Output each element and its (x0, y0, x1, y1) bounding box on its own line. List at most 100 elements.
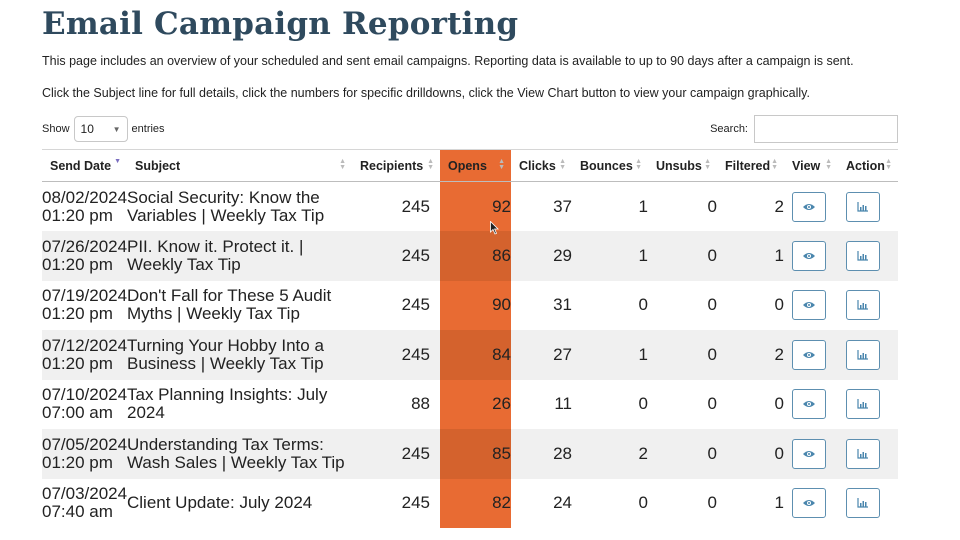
col-recipients[interactable]: Recipients ▲ ▼ (352, 149, 440, 182)
view-chart-button[interactable] (846, 339, 880, 370)
clicks-count[interactable]: 24 (553, 493, 572, 513)
filtered-count[interactable]: 2 (717, 330, 784, 380)
view-cell (784, 182, 838, 232)
clicks-count[interactable]: 31 (553, 295, 572, 315)
subject-link[interactable]: Turning Your Hobby Into a Business | Wee… (127, 330, 352, 380)
col-bounces[interactable]: Bounces ▲ ▼ (572, 149, 648, 182)
unsubs-count[interactable]: 0 (648, 330, 717, 380)
recipients-count[interactable]: 245 (401, 295, 430, 315)
view-cell (784, 479, 838, 529)
clicks-count[interactable]: 29 (511, 231, 572, 281)
bounces-count[interactable]: 0 (638, 394, 648, 414)
view-chart-button[interactable] (846, 290, 880, 321)
send-date: 07/05/2024 (42, 434, 128, 454)
col-unsubs[interactable]: Unsubs ▲ ▼ (648, 149, 717, 182)
filtered-count[interactable]: 0 (774, 394, 784, 414)
unsubs-count[interactable]: 0 (707, 493, 717, 513)
subject-link[interactable]: Understanding Tax Terms: Wash Sales | We… (127, 429, 352, 479)
view-chart-button[interactable] (846, 438, 880, 469)
filtered-count[interactable]: 1 (774, 493, 784, 513)
subject-link[interactable]: Tax Planning Insights: July 2024 (127, 385, 328, 423)
recipients-count[interactable]: 245 (352, 429, 440, 479)
view-chart-button[interactable] (846, 389, 880, 420)
action-cell (838, 231, 898, 281)
send-date-cell: 07/03/2024 07:40 am (42, 479, 127, 529)
view-chart-button[interactable] (846, 240, 880, 271)
eye-icon (802, 444, 816, 464)
opens-count[interactable]: 85 (440, 429, 511, 479)
subject-link[interactable]: PII. Know it. Protect it. | Weekly Tax T… (127, 231, 352, 281)
col-filtered[interactable]: Filtered ▲ ▼ (717, 149, 784, 182)
search-control: Search: (710, 115, 898, 143)
col-view[interactable]: View ▲ ▼ (784, 149, 838, 182)
filtered-count[interactable]: 2 (774, 196, 784, 216)
col-clicks[interactable]: Clicks ▲ ▼ (511, 149, 572, 182)
opens-count[interactable]: 84 (440, 330, 511, 380)
action-cell (838, 380, 898, 430)
unsubs-count[interactable]: 0 (648, 429, 717, 479)
filtered-count[interactable]: 1 (717, 231, 784, 281)
sort-icon: ▲ ▼ (559, 158, 566, 171)
eye-icon (802, 246, 816, 266)
recipients-count[interactable]: 245 (401, 493, 430, 513)
sort-icon: ▲ ▼ (771, 158, 778, 171)
view-button[interactable] (792, 240, 826, 271)
sort-desc-icon: ▼ (114, 158, 121, 165)
recipients-count[interactable]: 245 (352, 330, 440, 380)
recipients-count[interactable]: 88 (411, 394, 430, 414)
opens-count[interactable]: 82 (440, 478, 511, 528)
unsubs-count[interactable]: 0 (707, 196, 717, 216)
view-button[interactable] (792, 488, 826, 519)
send-date: 07/26/2024 (42, 236, 128, 256)
clicks-count[interactable]: 27 (511, 330, 572, 380)
mouse-cursor-icon (490, 221, 499, 235)
view-button[interactable] (792, 438, 826, 469)
opens-count[interactable]: 86 (440, 231, 511, 281)
send-time: 01:20 pm (42, 205, 113, 225)
recipients-count[interactable]: 245 (352, 231, 440, 281)
bounces-count[interactable]: 2 (572, 429, 648, 479)
sort-icon: ▲ ▼ (339, 158, 346, 171)
send-date-cell: 07/26/2024 01:20 pm (42, 231, 127, 281)
filtered-count[interactable]: 0 (717, 429, 784, 479)
recipients-count[interactable]: 245 (401, 196, 430, 216)
unsubs-count[interactable]: 0 (648, 231, 717, 281)
view-chart-button[interactable] (846, 488, 880, 519)
clicks-count[interactable]: 37 (553, 196, 572, 216)
opens-count[interactable]: 26 (440, 379, 511, 429)
table-row: 07/10/2024 07:00 am Tax Planning Insights:… (42, 379, 898, 430)
intro-text: This page includes an overview of your s… (42, 54, 854, 68)
send-date: 07/12/2024 (42, 335, 128, 355)
view-button[interactable] (792, 389, 826, 420)
view-button[interactable] (792, 191, 826, 222)
bounces-count[interactable]: 0 (638, 493, 648, 513)
col-send-date[interactable]: Send Date ▼ (42, 149, 127, 182)
unsubs-count[interactable]: 0 (707, 295, 717, 315)
send-date: 07/10/2024 (42, 385, 128, 405)
bounces-count[interactable]: 0 (638, 295, 648, 315)
subject-link[interactable]: Don't Fall for These 5 Audit Myths | Wee… (127, 286, 332, 324)
view-button[interactable] (792, 290, 826, 321)
subject-link[interactable]: Client Update: July 2024 (127, 493, 313, 513)
view-button[interactable] (792, 339, 826, 370)
col-action[interactable]: Action ▲ ▼ (838, 149, 898, 182)
search-input[interactable] (754, 115, 898, 143)
opens-count[interactable]: 92 (440, 181, 511, 231)
view-chart-button[interactable] (846, 191, 880, 222)
subject-link[interactable]: Social Security: Know the Variables | We… (127, 187, 325, 225)
send-date-cell: 07/19/2024 01:20 pm (42, 281, 127, 331)
bounces-count[interactable]: 1 (638, 196, 648, 216)
table-row: 08/02/2024 01:20 pm Social Security: Know … (42, 181, 898, 232)
clicks-count[interactable]: 28 (511, 429, 572, 479)
col-subject[interactable]: Subject ▲ ▼ (127, 149, 352, 182)
chevron-down-icon: ▼ (112, 124, 121, 134)
opens-count[interactable]: 90 (440, 280, 511, 330)
bounces-count[interactable]: 1 (572, 231, 648, 281)
clicks-count[interactable]: 11 (554, 394, 572, 414)
unsubs-count[interactable]: 0 (707, 394, 717, 414)
entries-select[interactable]: 10 ▼ (73, 116, 128, 142)
bounces-count[interactable]: 1 (572, 330, 648, 380)
filtered-count[interactable]: 0 (774, 295, 784, 315)
col-opens[interactable]: Opens ▲ ▼ (440, 149, 511, 182)
send-date-cell: 07/10/2024 07:00 am (42, 380, 127, 430)
